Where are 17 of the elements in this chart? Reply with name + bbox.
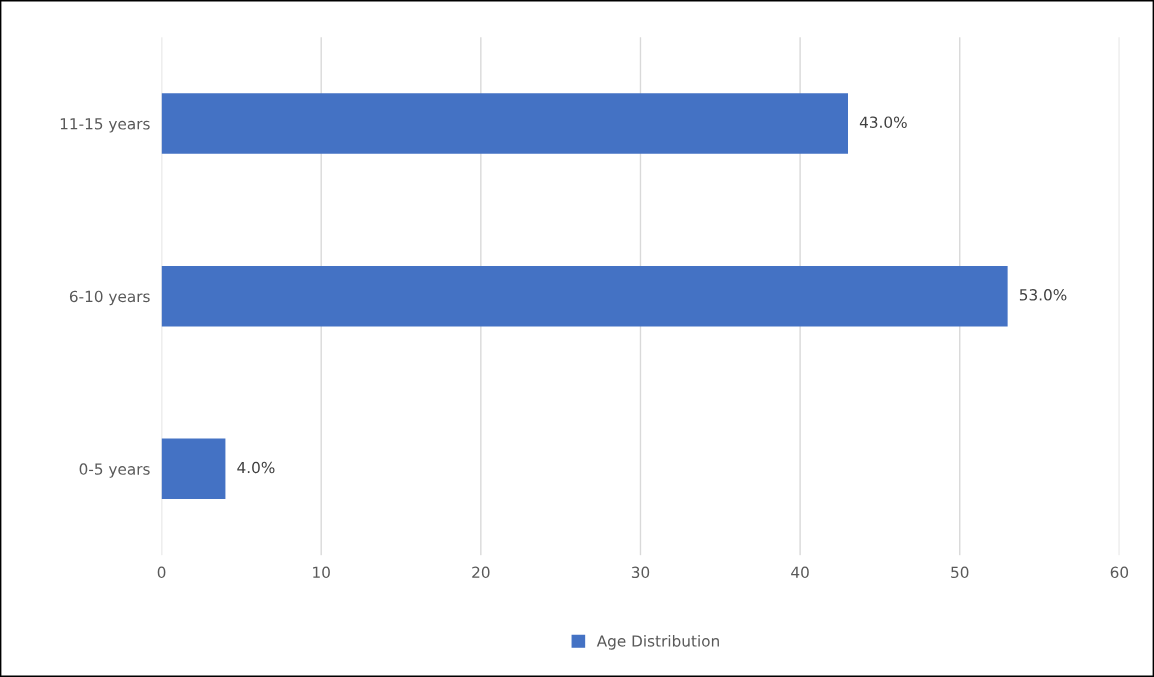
y-tick-label: 0-5 years xyxy=(79,463,150,478)
x-tick-label: 0 xyxy=(157,566,166,579)
bar xyxy=(161,265,1008,327)
y-tick-label: 11-15 years xyxy=(60,118,150,133)
data-label: 43.0% xyxy=(859,116,907,128)
x-tick-label: 20 xyxy=(472,566,490,579)
data-label: 53.0% xyxy=(1019,289,1067,301)
data-label: 4.0% xyxy=(237,461,275,474)
bar xyxy=(161,93,848,154)
x-tick-label: 30 xyxy=(631,566,650,579)
x-tick-label: 40 xyxy=(791,566,809,579)
legend-label: Age Distribution xyxy=(596,634,719,650)
x-tick-label: 60 xyxy=(1110,566,1129,579)
x-tick-label: 10 xyxy=(313,566,330,579)
bar xyxy=(161,438,226,500)
x-tick-label: 50 xyxy=(951,566,969,579)
y-tick-label: 6-10 years xyxy=(69,290,150,306)
